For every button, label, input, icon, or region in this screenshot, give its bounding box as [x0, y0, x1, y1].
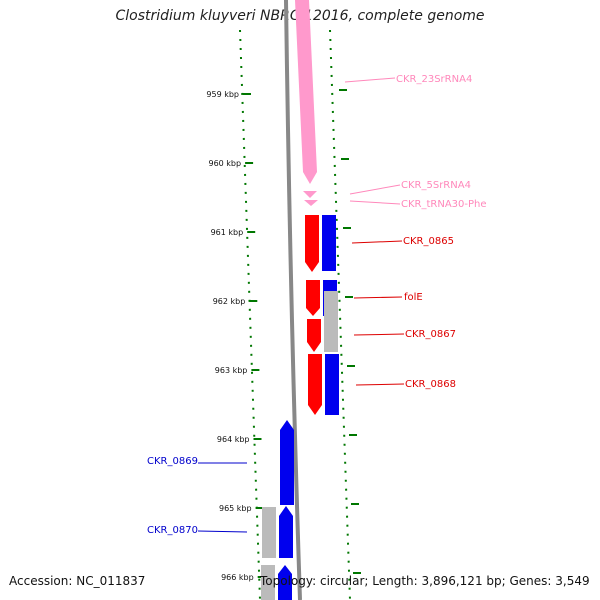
label-ckr-0867[interactable]: CKR_0867 [405, 329, 456, 340]
genome-summary-text: Topology: circular; Length: 3,896,121 bp… [260, 574, 590, 588]
scale-tick-label: 962 kbp [213, 297, 246, 306]
gene-block-blue-3[interactable] [325, 354, 339, 415]
forward-strand-genes-right [322, 215, 339, 415]
gene-label-lines [197, 77, 405, 533]
label-ckr-23srrna4[interactable]: CKR_23SrRNA4 [396, 74, 472, 85]
label-ckr-0865[interactable]: CKR_0865 [403, 236, 454, 247]
rrna-5s-feature[interactable] [303, 191, 317, 198]
gene-ckr0865-red[interactable] [305, 215, 319, 272]
gene-ckr0867-red[interactable] [307, 319, 321, 352]
scale-tick-label: 964 kbp [217, 435, 250, 444]
gene-ckr0868-red[interactable] [308, 354, 322, 415]
scale-ticks: 959 kbp 960 kbp 961 kbp 962 kbp 963 kbp 964 k… [206, 89, 361, 582]
gene-partial-blue[interactable] [278, 565, 292, 600]
gene-ckr0869-blue[interactable] [280, 420, 294, 505]
rrna-23s-feature[interactable] [295, 0, 317, 184]
gene-block-grey-1[interactable] [324, 291, 338, 352]
rna-features [295, 0, 318, 206]
label-ckr-0869[interactable]: CKR_0869 [147, 456, 198, 467]
forward-strand-genes-left [261, 420, 294, 600]
genome-axis [284, 0, 302, 600]
scale-tick-label: 965 kbp [219, 504, 252, 513]
gene-pseudo-grey-1[interactable] [262, 507, 276, 558]
gene-pseudo-grey-2[interactable] [261, 565, 275, 600]
label-fole[interactable]: folE [404, 292, 423, 303]
gene-labels: CKR_23SrRNA4 CKR_5SrRNA4 CKR_tRNA30-Phe … [147, 74, 487, 536]
gene-block-blue-1[interactable] [322, 215, 336, 271]
accession-text: Accession: NC_011837 [9, 574, 146, 588]
reverse-strand-genes [305, 215, 322, 415]
gene-ckr0870-blue[interactable] [279, 506, 293, 558]
label-ckr-5srrna4[interactable]: CKR_5SrRNA4 [401, 180, 471, 191]
scale-tick-label: 959 kbp [206, 90, 239, 99]
label-ckr-0870[interactable]: CKR_0870 [147, 525, 198, 536]
scale-tick-label: 966 kbp [221, 573, 254, 582]
label-ckr-0868[interactable]: CKR_0868 [405, 379, 456, 390]
scale-tick-label: 963 kbp [215, 366, 248, 375]
gene-fole-red[interactable] [306, 280, 320, 316]
trna-phe-feature[interactable] [304, 200, 318, 206]
label-ckr-trna30-phe[interactable]: CKR_tRNA30-Phe [401, 199, 487, 210]
scale-tick-label: 960 kbp [208, 159, 241, 168]
scale-tick-label: 961 kbp [211, 228, 244, 237]
